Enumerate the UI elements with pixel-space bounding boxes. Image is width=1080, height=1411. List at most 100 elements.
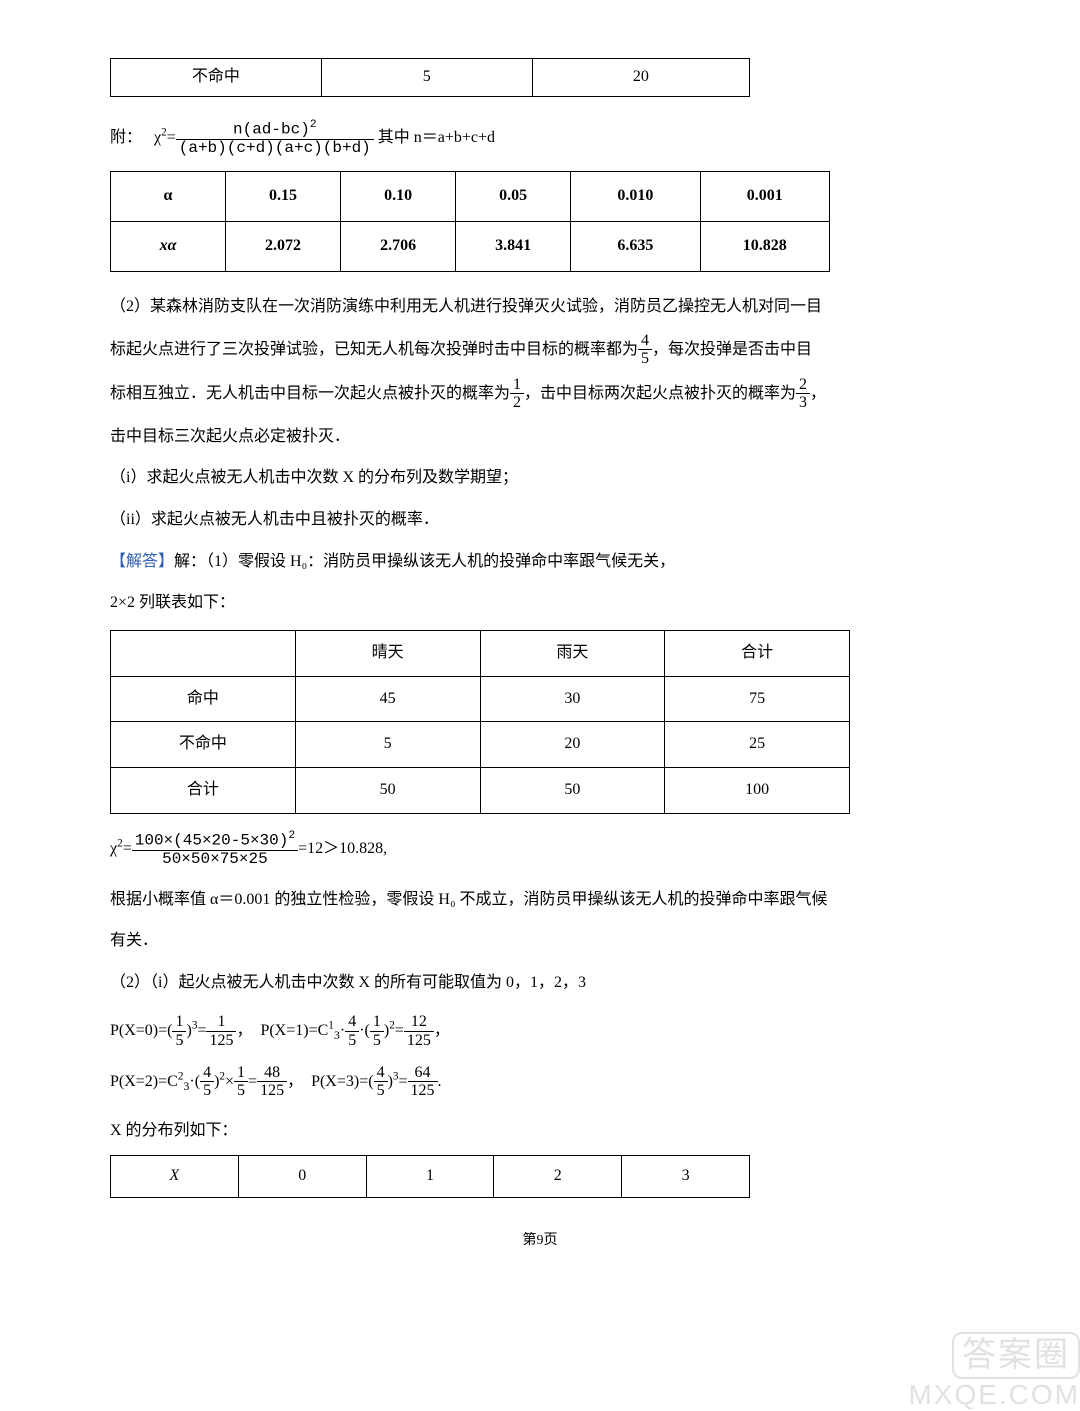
xt-h1: 0: [238, 1156, 366, 1198]
l2-a: 标起火点进行了三次投弹试验，已知无人机每次投弹时击中目标的概率都为: [110, 340, 638, 357]
alpha-head-2: 0.10: [341, 172, 456, 222]
p1eq: =: [395, 1022, 404, 1039]
frac-1-2d: 2: [510, 394, 524, 412]
frac-1-2n: 1: [510, 376, 524, 395]
p3ad: 5: [374, 1082, 388, 1100]
p1bn: 1: [370, 1013, 384, 1032]
table-top-partial: 不命中 5 20: [110, 58, 750, 97]
chi-numerator-base: n(ad-bc): [233, 120, 310, 138]
p1rd: 125: [404, 1032, 434, 1050]
p0n: 1: [172, 1013, 186, 1032]
p1-lhs: P(X=1)=C: [260, 1022, 328, 1039]
alpha-row-label: xα: [111, 222, 226, 272]
chicalc-den: 50×50×75×25: [132, 851, 298, 869]
ct-r2c0: 不命中: [111, 722, 296, 768]
p3rn: 64: [408, 1064, 438, 1083]
p0rn: 1: [206, 1013, 236, 1032]
ct-r2c1: 5: [295, 722, 480, 768]
frac-4: 4: [638, 332, 652, 351]
distribution-label: X 的分布列如下：: [110, 1114, 970, 1148]
p2comma: ，: [287, 1072, 303, 1089]
ct-h0: [111, 630, 296, 676]
p2dot: ·(: [189, 1072, 200, 1089]
alpha-0: 2.072: [226, 222, 341, 272]
prob-line-1: P(X=0)=(15)3=1125， P(X=1)=C13·45·(15)2=1…: [110, 1013, 970, 1049]
p0rd: 125: [206, 1032, 236, 1050]
formula-prefix: 附：: [110, 129, 142, 146]
chi-exponent: 2: [161, 126, 167, 138]
table-alpha: α 0.15 0.10 0.05 0.010 0.001 xα 2.072 2.…: [110, 171, 830, 272]
chi-square-calc: χ2=100×(45×20-5×30)250×50×75×25=12＞10.82…: [110, 830, 970, 869]
cell-miss-label: 不命中: [111, 59, 322, 97]
p0-lhs: P(X=0)=(: [110, 1022, 172, 1039]
p3-lhs: P(X=3)=(: [311, 1072, 373, 1089]
ct-r1c2: 30: [480, 676, 665, 722]
p2rd: 125: [257, 1082, 287, 1100]
frac-2-3d: 3: [796, 394, 810, 412]
ct-r1c0: 命中: [111, 676, 296, 722]
l3-b: ，击中目标两次起火点被扑灭的概率为: [524, 384, 796, 401]
xt-h3: 2: [494, 1156, 622, 1198]
alpha-head-1: 0.15: [226, 172, 341, 222]
problem-2-line3: 标相互独立．无人机击中目标一次起火点被扑灭的概率为12，击中目标两次起火点被扑灭…: [110, 376, 970, 412]
ct-r2c3: 25: [665, 722, 850, 768]
p2-lhs: P(X=2)=C: [110, 1072, 178, 1089]
watermark-cn: 答案圈: [952, 1332, 1080, 1379]
p0eq: =: [197, 1022, 206, 1039]
ct-h1: 晴天: [295, 630, 480, 676]
l2-b: ，每次投弹是否击中目: [652, 340, 812, 357]
problem-2-line2: 标起火点进行了三次投弹试验，已知无人机每次投弹时击中目标的概率都为45，每次投弹…: [110, 332, 970, 368]
problem-2-ii: （ii）求起火点被无人机击中且被扑灭的概率．: [110, 503, 970, 537]
conclusion-line1: 根据小概率值 α＝0.001 的独立性检验，零假设 H₀ 不成立，消防员甲操纵该…: [110, 883, 970, 917]
prob-line-2: P(X=2)=C23·(45)2×15=48125， P(X=3)=(45)3=…: [110, 1064, 970, 1100]
alpha-head-0: α: [111, 172, 226, 222]
ct-r3c3: 100: [665, 768, 850, 814]
ct-r3c0: 合计: [111, 768, 296, 814]
conclusion-line2: 有关．: [110, 924, 970, 958]
p3rd: 125: [408, 1082, 438, 1100]
frac-5: 5: [638, 350, 652, 368]
xt-h0: X: [111, 1156, 239, 1198]
ct-r3c2: 50: [480, 768, 665, 814]
solution-p1: 解：（1）零假设 H₀：消防员甲操纵该无人机的投弹命中率跟气候无关，: [174, 553, 675, 570]
chicalc-sq: 2: [117, 838, 123, 850]
cell-miss-col2: 20: [532, 59, 749, 97]
ct-r2c2: 20: [480, 722, 665, 768]
p3end: .: [438, 1072, 442, 1089]
watermark-en: MXQE.COM: [908, 1379, 1080, 1410]
alpha-head-3: 0.05: [456, 172, 571, 222]
chicalc-num-sq: 2: [288, 830, 295, 842]
solution-line2: 2×2 列联表如下：: [110, 586, 970, 620]
alpha-3: 6.635: [571, 222, 700, 272]
cell-miss-col1: 5: [321, 59, 532, 97]
p2eq: =: [248, 1072, 257, 1089]
alpha-head-5: 0.001: [700, 172, 829, 222]
chi-denominator: (a+b)(c+d)(a+c)(b+d): [176, 140, 374, 158]
p2bn: 1: [234, 1064, 248, 1083]
p2x: ×: [225, 1072, 234, 1089]
formula-where: 其中 n＝a+b+c+d: [378, 129, 495, 146]
p2rn: 48: [257, 1064, 287, 1083]
solution-label: 【解答】: [110, 553, 174, 570]
xt-h4: 3: [622, 1156, 750, 1198]
ct-r1c3: 75: [665, 676, 850, 722]
formula-chi-square: 附： χ2=n(ad-bc)2(a+b)(c+d)(a+c)(b+d) 其中 n…: [110, 119, 970, 158]
xt-h2: 1: [366, 1156, 494, 1198]
p1comma: ，: [434, 1022, 450, 1039]
l3-c: ，: [810, 384, 826, 401]
contingency-table: 晴天 雨天 合计 命中 45 30 75 不命中 5 20 25 合计 50 5…: [110, 630, 850, 814]
problem-2-i: （i）求起火点被无人机击中次数 X 的分布列及数学期望；: [110, 461, 970, 495]
solution-line1: 【解答】解：（1）零假设 H₀：消防员甲操纵该无人机的投弹命中率跟气候无关，: [110, 545, 970, 579]
p1rn: 12: [404, 1013, 434, 1032]
p2bd: 5: [234, 1082, 248, 1100]
page-number: 第9页: [110, 1228, 970, 1253]
frac-2-3n: 2: [796, 376, 810, 395]
l3-a: 标相互独立．无人机击中目标一次起火点被扑灭的概率为: [110, 384, 510, 401]
alpha-1: 2.706: [341, 222, 456, 272]
problem-2-line1: （2）某森林消防支队在一次消防演练中利用无人机进行投弹灭火试验，消防员乙操控无人…: [110, 290, 970, 324]
p1bd: 5: [370, 1032, 384, 1050]
problem-2-line4: 击中目标三次起火点必定被扑灭．: [110, 420, 970, 454]
p0comma: ，: [236, 1022, 252, 1039]
part-2-i-intro: （2）（i）起火点被无人机击中次数 X 的所有可能取值为 0，1，2，3: [110, 966, 970, 1000]
p2ad: 5: [200, 1082, 214, 1100]
